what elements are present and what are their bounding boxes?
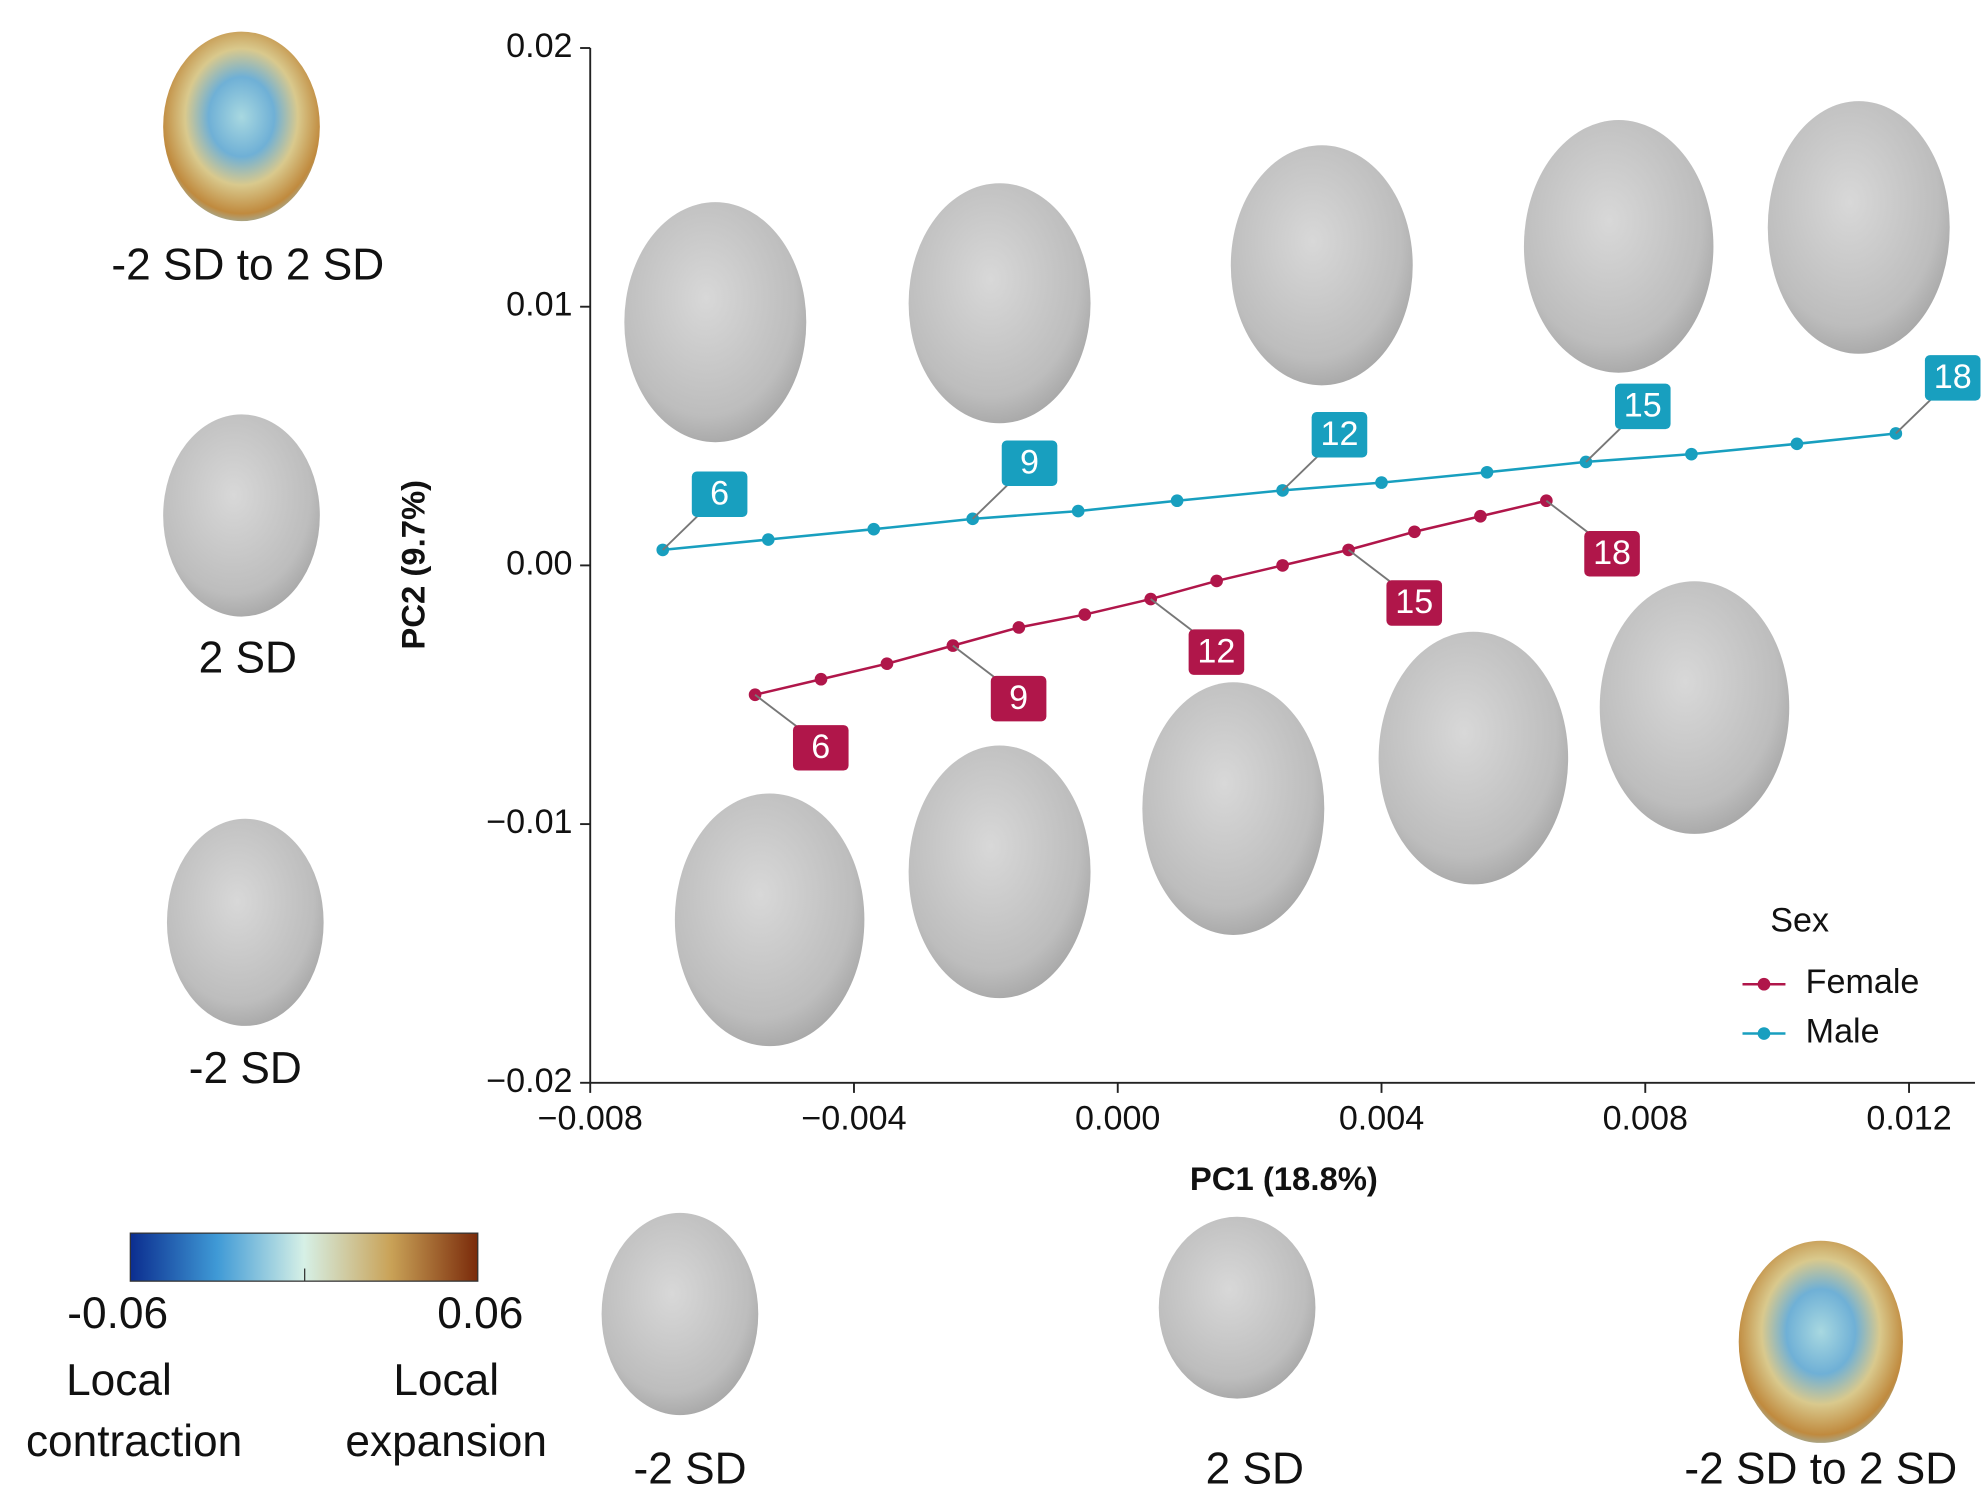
point [1474, 509, 1487, 523]
x-tick-label: 0.008 [1603, 1100, 1688, 1138]
label-box [1614, 383, 1671, 430]
point [1210, 574, 1223, 588]
point-label: 18 [1934, 358, 1972, 396]
face [908, 745, 1091, 999]
face [166, 818, 324, 1026]
y-tick-label: 0.00 [506, 544, 572, 582]
label-box [1386, 580, 1443, 626]
legend-dot [1757, 977, 1771, 991]
label-box [792, 725, 849, 771]
face-caption: -2 SD [634, 1445, 747, 1494]
face [601, 1212, 759, 1416]
point [1375, 476, 1388, 489]
label-box [691, 471, 748, 518]
face [1378, 631, 1569, 885]
face-heatmap [163, 31, 320, 222]
face-caption: -2 SD [189, 1044, 302, 1093]
point-label: 12 [1320, 415, 1358, 453]
face [624, 202, 807, 443]
label-box [1924, 355, 1981, 401]
faces [163, 31, 1950, 1443]
face [1767, 101, 1950, 354]
point [867, 522, 881, 536]
y-tick-label: 0.01 [506, 286, 572, 324]
y-tick-label: −0.01 [486, 803, 572, 841]
face-caption: -2 SD to 2 SD [111, 241, 384, 290]
point-label: 9 [1020, 444, 1039, 482]
point [1078, 608, 1092, 621]
colorbar-tick-label: 0.06 [437, 1289, 523, 1338]
x-tick-label: 0.004 [1339, 1100, 1424, 1138]
y-tick-label: −0.02 [486, 1062, 572, 1100]
point-label: 15 [1395, 583, 1433, 621]
y-tick-label: 0.02 [506, 27, 572, 65]
point [1170, 494, 1184, 508]
point [1276, 559, 1289, 572]
face [674, 793, 865, 1047]
x-tick-label: −0.008 [538, 1100, 643, 1138]
x-tick-label: 0.012 [1866, 1100, 1951, 1138]
point [1012, 621, 1026, 634]
face-caption: 2 SD [199, 633, 297, 682]
face-caption: -2 SD to 2 SD [1684, 1445, 1957, 1494]
point-label: 15 [1624, 387, 1662, 425]
y-axis-title: PC2 (9.7%) [395, 480, 432, 650]
face-caption: 2 SD [1206, 1445, 1304, 1494]
label-box [1584, 531, 1640, 577]
point-label: 6 [710, 475, 729, 513]
label-box [1001, 440, 1058, 486]
point-label: 6 [811, 728, 830, 766]
face [908, 183, 1091, 424]
colorbar-tick-label: -0.06 [67, 1289, 168, 1338]
point [814, 672, 828, 686]
colorbar-caption: Local [66, 1356, 172, 1405]
label-box [990, 675, 1047, 722]
point [880, 657, 894, 671]
x-tick-label: 0.000 [1075, 1100, 1160, 1138]
colorbar-caption: expansion [345, 1417, 547, 1466]
legend-dot [1757, 1027, 1771, 1040]
face [1142, 682, 1325, 935]
colorbar-caption: Local [393, 1356, 499, 1405]
face [1599, 581, 1790, 834]
legend-title: Sex [1770, 901, 1829, 939]
legend-label: Male [1806, 1013, 1880, 1051]
point [1685, 447, 1698, 461]
point [1071, 504, 1085, 518]
face-heatmap [1738, 1240, 1903, 1443]
face [1230, 145, 1413, 386]
point [1480, 465, 1494, 479]
point-label: 18 [1593, 534, 1631, 572]
face [1158, 1216, 1316, 1399]
label-box [1311, 412, 1368, 458]
face [163, 414, 320, 617]
point-label: 12 [1197, 632, 1235, 670]
legend-label: Female [1806, 963, 1920, 1001]
face [1523, 120, 1714, 373]
x-tick-label: −0.004 [801, 1100, 906, 1138]
point-label: 9 [1009, 679, 1028, 717]
label-box [1188, 629, 1245, 675]
colorbar [129, 1232, 479, 1282]
x-axis-title: PC1 (18.8%) [1190, 1160, 1378, 1197]
point [1408, 525, 1421, 539]
point [1790, 437, 1804, 451]
point [761, 533, 775, 546]
colorbar-caption: contraction [26, 1417, 242, 1466]
